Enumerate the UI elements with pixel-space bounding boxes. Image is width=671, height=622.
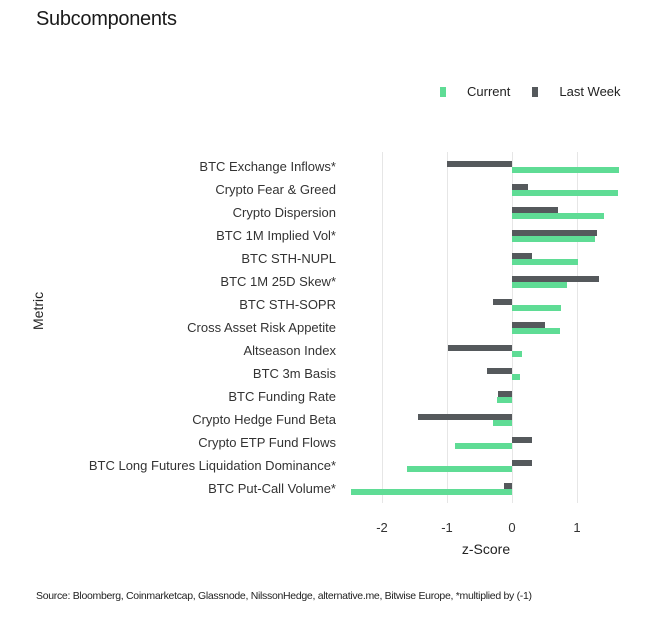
source-note: Source: Bloomberg, Coinmarketcap, Glassn… [36,590,532,602]
gridline [382,152,383,503]
bar-last-week [512,322,546,328]
bar-current [455,443,512,449]
y-tick-label: Crypto ETP Fund Flows [198,435,336,450]
bar-current [493,420,512,426]
y-tick-label: Crypto Fear & Greed [215,182,336,197]
x-tick-label: -1 [441,520,453,535]
y-tick-label: Cross Asset Risk Appetite [187,320,336,335]
bar-current [512,167,620,173]
bar-last-week [512,184,529,190]
y-tick-label: BTC STH-NUPL [241,251,336,266]
bar-current [512,282,568,288]
y-tick-label: BTC STH-SOPR [239,297,336,312]
bar-last-week [504,483,512,489]
bar-current [512,351,523,357]
legend: Current Last Week [440,84,643,99]
gridline [577,152,578,503]
x-tick-label: 1 [573,520,581,535]
y-tick-label: BTC Put-Call Volume* [208,481,336,496]
y-tick-label: Crypto Dispersion [232,205,336,220]
bar-last-week [512,437,532,443]
x-tick-label: -2 [376,520,388,535]
legend-label-last-week: Last Week [559,84,621,99]
bar-current [512,236,596,242]
y-tick-label: BTC Funding Rate [228,389,336,404]
bar-last-week [512,207,558,213]
bar-last-week [512,460,532,466]
y-tick-label: BTC 1M Implied Vol* [216,228,336,243]
legend-swatch-current [440,86,446,97]
bar-last-week [512,230,597,236]
y-tick-label: Crypto Hedge Fund Beta [192,412,336,427]
bar-last-week [498,391,512,397]
bar-current [512,305,561,311]
bar-current [512,259,579,265]
bar-last-week [486,368,512,374]
bar-last-week [448,345,512,351]
bar-last-week [447,161,512,167]
y-tick-label: BTC 3m Basis [252,366,336,381]
y-tick-label: BTC 1M 25D Skew* [220,274,336,289]
bar-last-week [512,276,600,282]
bar-current [512,328,561,334]
x-tick-label: 0 [508,520,516,535]
bar-last-week [492,299,512,305]
x-axis-label: z-Score [461,541,511,557]
bar-last-week [418,414,512,420]
chart-title: Subcomponents [36,8,177,30]
bar-current [497,397,512,403]
gridline [447,152,448,503]
bar-current [512,374,520,380]
y-tick-label: BTC Exchange Inflows* [199,159,336,174]
legend-label-current: Current [467,84,511,99]
y-tick-label: Altseason Index [243,343,336,358]
bar-current [512,190,618,196]
bar-current [512,213,604,219]
bar-last-week [512,253,532,259]
y-tick-label: BTC Long Futures Liquidation Dominance* [88,458,336,473]
bar-current [351,489,512,495]
bar-current [406,466,512,472]
y-axis-label: Metric [30,291,46,330]
legend-swatch-last-week [532,86,539,97]
